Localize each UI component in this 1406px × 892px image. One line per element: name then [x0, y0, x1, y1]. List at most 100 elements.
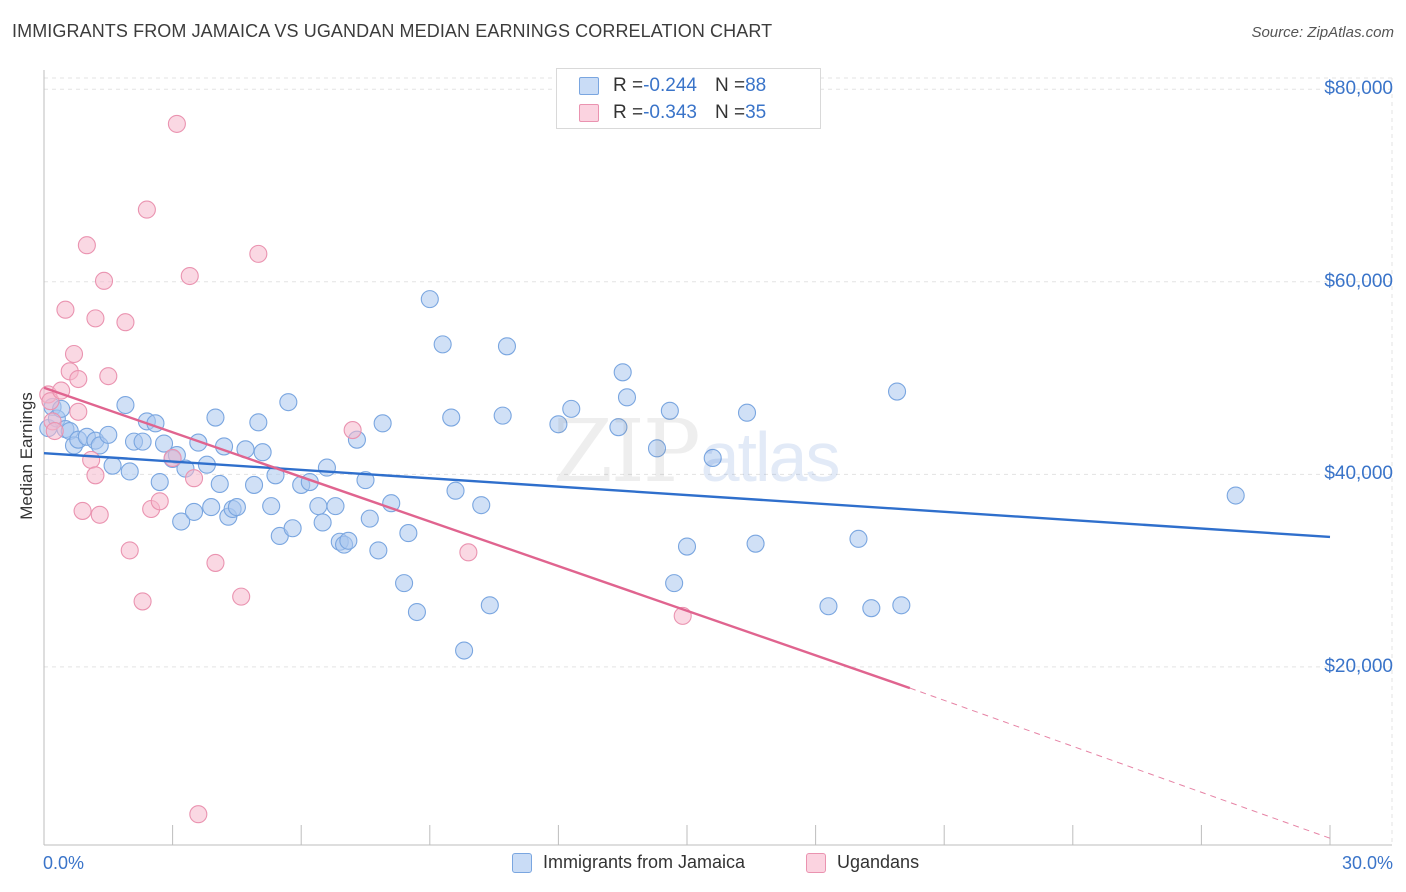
point-jamaica: [665, 574, 684, 593]
point-jamaica: [210, 474, 229, 494]
legend-item-jamaica[interactable]: Immigrants from Jamaica: [512, 852, 745, 873]
point-jamaica: [497, 337, 517, 356]
point-jamaica: [356, 471, 375, 490]
point-jamaica: [613, 363, 632, 382]
point-jamaica: [399, 524, 418, 543]
point-jamaica: [746, 534, 765, 553]
point-jamaica: [317, 458, 336, 477]
x-tick-label-max: 30.0%: [1341, 853, 1393, 873]
data-points: [39, 114, 1245, 824]
point-jamaica: [283, 519, 302, 538]
point-ugandans: [73, 501, 92, 520]
point-jamaica: [172, 512, 191, 531]
y-axis-title: Median Earnings: [17, 392, 36, 520]
point-jamaica: [617, 388, 637, 407]
point-jamaica: [206, 408, 225, 427]
point-jamaica: [227, 498, 246, 517]
trend-line-jamaica: [43, 451, 1331, 539]
point-ugandans: [64, 344, 84, 364]
legend-n-label: N =: [714, 75, 746, 96]
axes: [43, 70, 1392, 846]
x-tick-label-min: 0.0%: [43, 853, 85, 873]
point-ugandans: [150, 492, 169, 511]
point-jamaica: [154, 434, 174, 453]
point-ugandans: [41, 392, 60, 411]
y-tick-label: $20,000: [1324, 655, 1393, 677]
point-ugandans: [189, 805, 208, 824]
legend-r-label: R =: [613, 75, 644, 96]
point-ugandans: [69, 369, 88, 389]
trend-line-ugandans-extension: [909, 687, 1331, 839]
legend-n-value: 35: [745, 102, 767, 123]
point-ugandans: [56, 300, 75, 319]
point-jamaica: [116, 395, 135, 415]
point-jamaica: [309, 497, 328, 516]
legend-item-ugandans[interactable]: Ugandans: [806, 852, 919, 873]
point-jamaica: [184, 502, 204, 521]
point-ugandans: [184, 469, 204, 488]
point-ugandans: [86, 309, 105, 328]
point-ugandans: [86, 466, 105, 485]
point-ugandans: [77, 236, 96, 255]
point-jamaica: [99, 425, 118, 444]
legend-r-label: R =: [613, 102, 644, 123]
point-jamaica: [202, 498, 221, 517]
point-jamaica: [1226, 486, 1245, 505]
point-ugandans: [82, 450, 101, 469]
y-tick-label: $80,000: [1324, 78, 1393, 100]
point-ugandans: [94, 271, 114, 290]
point-jamaica: [244, 475, 264, 494]
point-jamaica: [189, 433, 208, 452]
point-ugandans: [206, 553, 225, 572]
point-ugandans: [120, 541, 139, 560]
series-legend: Immigrants from Jamaica Ugandans: [0, 852, 1406, 878]
legend-r-value: -0.343: [643, 102, 697, 123]
point-ugandans: [180, 266, 199, 286]
legend-label-jamaica: Immigrants from Jamaica: [543, 852, 746, 872]
point-jamaica: [609, 418, 628, 437]
legend-row-ugandans: R = -0.343 N = 35: [579, 100, 766, 126]
point-jamaica: [472, 496, 491, 515]
point-ugandans: [69, 402, 88, 421]
y-tick-label: $60,000: [1324, 270, 1393, 292]
legend-swatch-ugandans: [579, 104, 599, 122]
trend-lines: [43, 386, 1331, 839]
point-jamaica: [373, 414, 392, 433]
point-jamaica: [407, 602, 426, 622]
point-jamaica: [262, 497, 281, 516]
point-ugandans: [137, 200, 156, 219]
source-label: Source: ZipAtlas.com: [1251, 24, 1394, 41]
legend-swatch-ugandans: [806, 852, 826, 873]
point-jamaica: [313, 513, 332, 532]
point-jamaica: [892, 596, 911, 615]
point-ugandans: [232, 587, 251, 606]
legend-label-ugandans: Ugandans: [837, 852, 920, 872]
point-jamaica: [395, 574, 414, 593]
point-jamaica: [369, 541, 388, 560]
chart-title: IMMIGRANTS FROM JAMAICA VS UGANDAN MEDIA…: [12, 21, 773, 41]
point-jamaica: [737, 403, 757, 422]
point-ugandans: [249, 244, 268, 263]
point-jamaica: [360, 509, 379, 528]
point-jamaica: [887, 382, 907, 401]
point-jamaica: [103, 456, 122, 475]
legend-row-jamaica: R = -0.244 N = 88: [579, 73, 766, 99]
point-jamaica: [420, 290, 439, 309]
correlation-legend: R = -0.244 N = 88 R = -0.343 N = 35: [556, 68, 821, 129]
point-ugandans: [90, 505, 109, 524]
point-jamaica: [703, 448, 722, 468]
y-tick-label: $40,000: [1324, 463, 1393, 485]
legend-r-value: -0.244: [643, 75, 697, 96]
point-jamaica: [455, 641, 474, 660]
point-ugandans: [163, 448, 182, 468]
point-jamaica: [677, 537, 697, 556]
point-jamaica: [493, 406, 512, 425]
point-jamaica: [647, 439, 667, 458]
point-jamaica: [339, 531, 358, 550]
point-jamaica: [480, 596, 499, 615]
point-ugandans: [167, 114, 186, 133]
point-jamaica: [279, 393, 298, 412]
point-ugandans: [116, 313, 135, 332]
point-jamaica: [150, 472, 169, 492]
point-ugandans: [45, 421, 64, 441]
